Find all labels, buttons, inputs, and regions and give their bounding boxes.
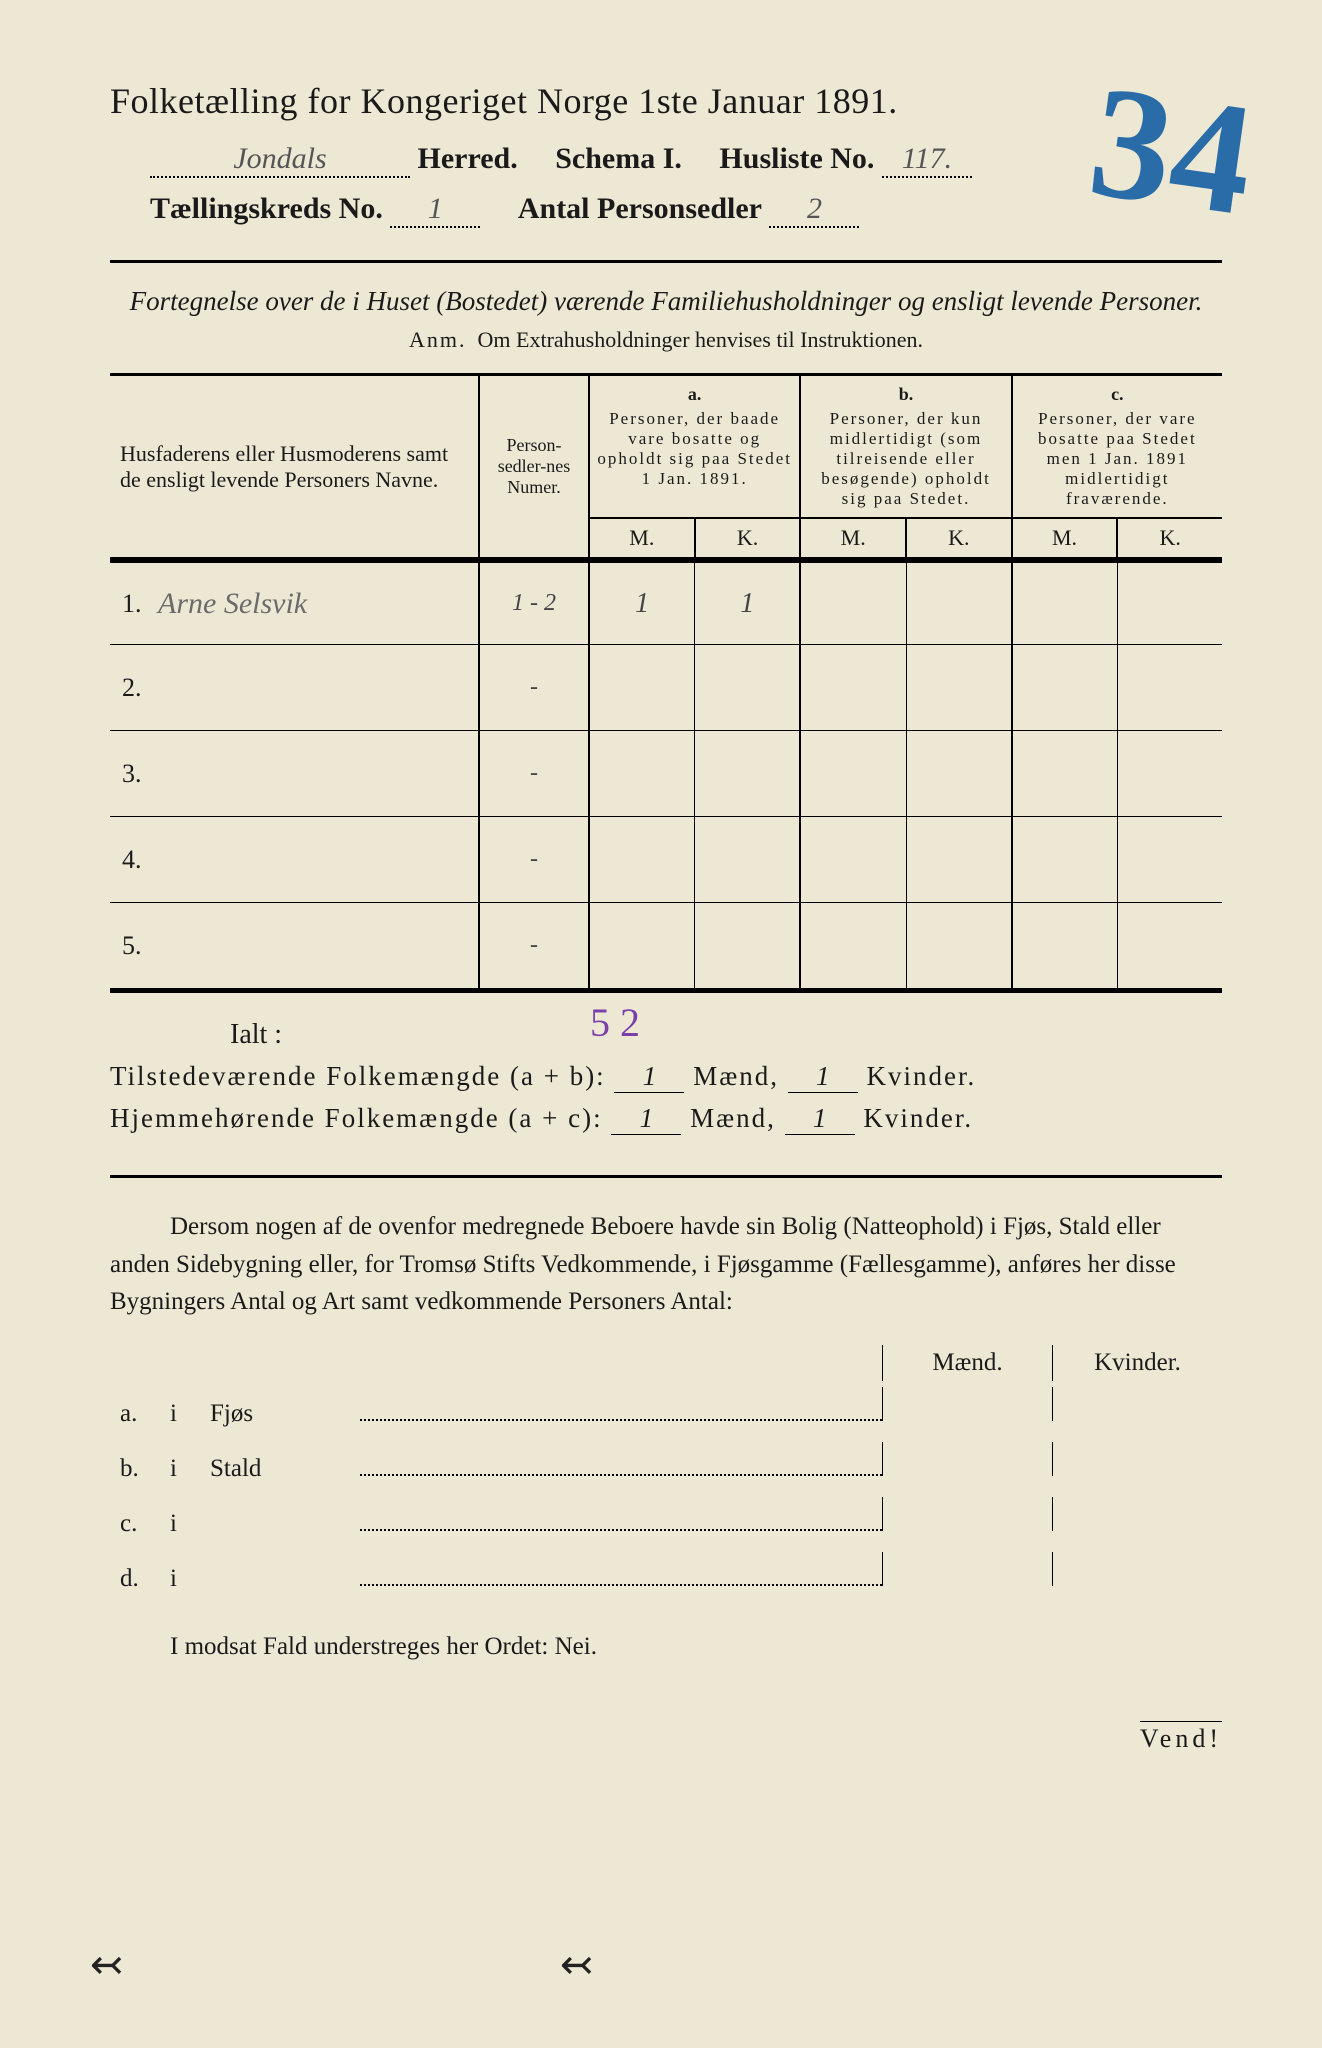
herred-label: Herred. — [418, 142, 518, 175]
abcd-row: c.i — [110, 1497, 1222, 1538]
form-title: Folketælling for Kongeriget Norge 1ste J… — [110, 80, 1222, 122]
cell-name: 4. — [110, 817, 480, 902]
cell-counts — [590, 645, 1222, 730]
vend-label: Vend! — [1140, 1721, 1222, 1754]
col-a: a. Personer, der baade vare bosatte og o… — [590, 376, 801, 517]
table-row: 2.- — [110, 645, 1222, 731]
cell-personnum: 1 - 2 — [480, 563, 590, 644]
ialt-label: Ialt : — [230, 1019, 1222, 1051]
page-number-annotation: 34 — [1082, 60, 1263, 241]
cell-counts — [590, 903, 1222, 988]
kvinder-header: Kvinder. — [1052, 1345, 1222, 1381]
hjemme-k-field: 1 — [785, 1103, 855, 1135]
divider — [110, 1175, 1222, 1178]
table-row: 1.Arne Selsvik1 - 211 — [110, 559, 1222, 645]
col-header-number: Person-sedler-nes Numer. — [480, 376, 590, 557]
antal-label: Antal Personsedler — [518, 192, 762, 225]
table-body: 1.Arne Selsvik1 - 2112.-3.-4.-5.- — [110, 559, 1222, 989]
table-row: 4.- — [110, 817, 1222, 903]
table-header: Husfaderens eller Husmoderens samt de en… — [110, 376, 1222, 559]
cell-counts — [590, 731, 1222, 816]
anm-line: Anm. Om Extrahusholdninger henvises til … — [110, 327, 1222, 353]
col-header-name: Husfaderens eller Husmoderens samt de en… — [110, 376, 480, 557]
purple-annotation: 5 2 — [590, 999, 640, 1046]
cell-name: 5. — [110, 903, 480, 988]
anm-label: Anm. — [409, 327, 467, 352]
cell-personnum: - — [480, 817, 590, 902]
cell-name: 2. — [110, 645, 480, 730]
mk-c-k: K. — [1118, 519, 1222, 557]
census-form-page: 34 Folketælling for Kongeriget Norge 1st… — [0, 0, 1322, 2048]
mk-c-m: M. — [1013, 519, 1119, 557]
cell-personnum: - — [480, 731, 590, 816]
tilstede-m-field: 1 — [614, 1061, 684, 1093]
tilstede-line: Tilstedeværende Folkemængde (a + b): 1 M… — [110, 1061, 1222, 1093]
abcd-list: a.iFjøs b.iStald c.i d.i — [110, 1387, 1222, 1593]
schema-label: Schema I. — [555, 142, 682, 175]
maend-header: Mænd. — [882, 1345, 1052, 1381]
cell-name: 1.Arne Selsvik — [110, 563, 480, 644]
form-header: Folketælling for Kongeriget Norge 1ste J… — [110, 80, 1222, 263]
cell-personnum: - — [480, 645, 590, 730]
kreds-label: Tællingskreds No. — [150, 192, 383, 225]
mk-header-row: M. K. M. K. M. K. — [590, 517, 1222, 557]
husliste-label: Husliste No. — [719, 142, 874, 175]
cell-counts — [590, 817, 1222, 902]
antal-field: 2 — [769, 192, 859, 228]
table-row: 5.- — [110, 903, 1222, 989]
table-row: 3.- — [110, 731, 1222, 817]
husliste-field: 117. — [882, 142, 972, 178]
household-table: Husfaderens eller Husmoderens samt de en… — [110, 373, 1222, 993]
kreds-line: Tællingskreds No. 1 Antal Personsedler 2 — [110, 192, 1222, 228]
cell-name: 3. — [110, 731, 480, 816]
cell-counts: 11 — [590, 563, 1222, 644]
mk-a-k: K. — [696, 519, 802, 557]
tilstede-k-field: 1 — [788, 1061, 858, 1093]
mk-b-m: M. — [801, 519, 907, 557]
abcd-row: b.iStald — [110, 1442, 1222, 1483]
cell-personnum: - — [480, 903, 590, 988]
form-subtitle: Fortegnelse over de i Huset (Bostedet) v… — [110, 283, 1222, 319]
abcd-row: d.i — [110, 1552, 1222, 1593]
herred-line: Jondals Herred. Schema I. Husliste No. 1… — [110, 142, 1222, 178]
abcd-row: a.iFjøs — [110, 1387, 1222, 1428]
dwelling-paragraph: Dersom nogen af de ovenfor medregnede Be… — [110, 1208, 1222, 1321]
col-c: c. Personer, der vare bosatte paa Stedet… — [1013, 376, 1222, 517]
kreds-field: 1 — [390, 192, 480, 228]
nei-line: I modsat Fald understreges her Ordet: Ne… — [110, 1633, 1222, 1661]
hjemme-m-field: 1 — [611, 1103, 681, 1135]
col-header-abc: a. Personer, der baade vare bosatte og o… — [590, 376, 1222, 557]
binding-mark-center: ↢ — [560, 1941, 594, 1988]
anm-text: Om Extrahusholdninger henvises til Instr… — [478, 327, 923, 352]
mk-b-k: K. — [907, 519, 1013, 557]
col-b: b. Personer, der kun midlertidigt (som t… — [801, 376, 1012, 517]
binding-mark-left: ↢ — [90, 1941, 124, 1988]
herred-field: Jondals — [150, 142, 410, 178]
mk-a-m: M. — [590, 519, 696, 557]
hjemme-line: Hjemmehørende Folkemængde (a + c): 1 Mæn… — [110, 1103, 1222, 1135]
mk-columns-header: Mænd. Kvinder. — [110, 1345, 1222, 1381]
